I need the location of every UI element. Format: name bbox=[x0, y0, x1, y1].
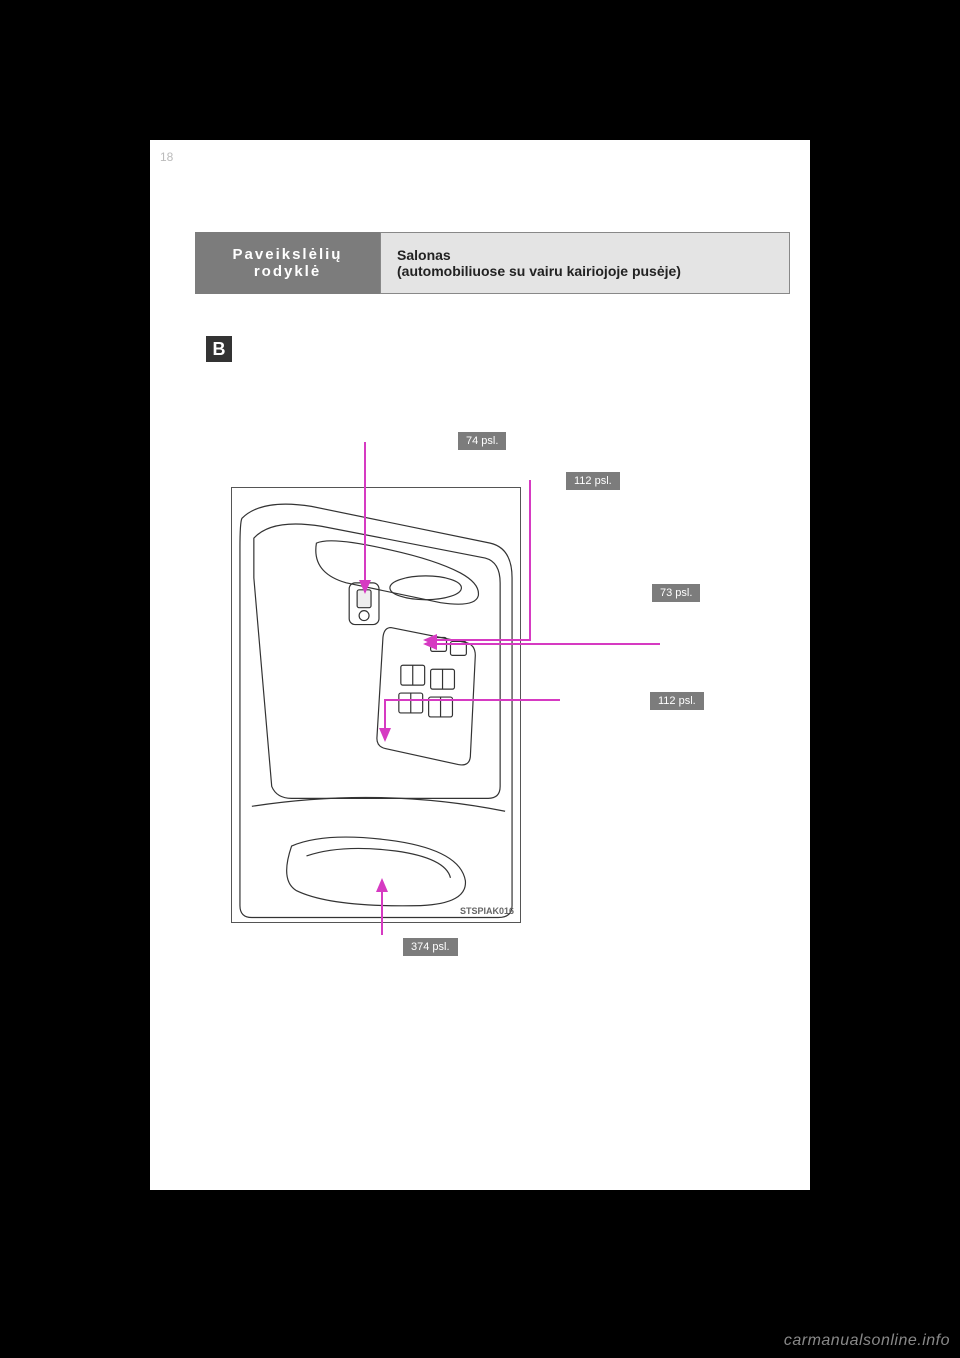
header-left-line1: Paveikslėlių bbox=[233, 246, 343, 263]
header-right: Salonas (automobiliuose su vairu kairioj… bbox=[380, 232, 790, 294]
page-ref-tag: 374 psl. bbox=[403, 938, 458, 956]
page-ref-tag: 112 psl. bbox=[566, 472, 620, 490]
page-ref-tag: 73 psl. bbox=[652, 584, 700, 602]
section-letter-badge: B bbox=[206, 336, 232, 362]
header-right-line2: (automobiliuose su vairu kairiojoje pusė… bbox=[397, 263, 773, 279]
header-left: Paveikslėlių rodyklė bbox=[195, 232, 380, 294]
page-ref-tag: 74 psl. bbox=[458, 432, 506, 450]
header-left-line2: rodyklė bbox=[254, 263, 321, 280]
diagram-area: STSPIAK016 74 psl. 112 psl. 73 psl. 112 psl… bbox=[150, 380, 810, 980]
door-panel-svg bbox=[232, 488, 520, 922]
page-header: Paveikslėlių rodyklė Salonas (automobili… bbox=[195, 232, 790, 294]
header-right-line1: Salonas bbox=[397, 247, 773, 263]
door-panel-illustration: STSPIAK016 bbox=[231, 487, 521, 923]
page-number: 18 bbox=[160, 150, 173, 164]
image-code: STSPIAK016 bbox=[460, 906, 514, 916]
watermark: carmanualsonline.info bbox=[784, 1332, 950, 1350]
page-ref-tag: 112 psl. bbox=[650, 692, 704, 710]
